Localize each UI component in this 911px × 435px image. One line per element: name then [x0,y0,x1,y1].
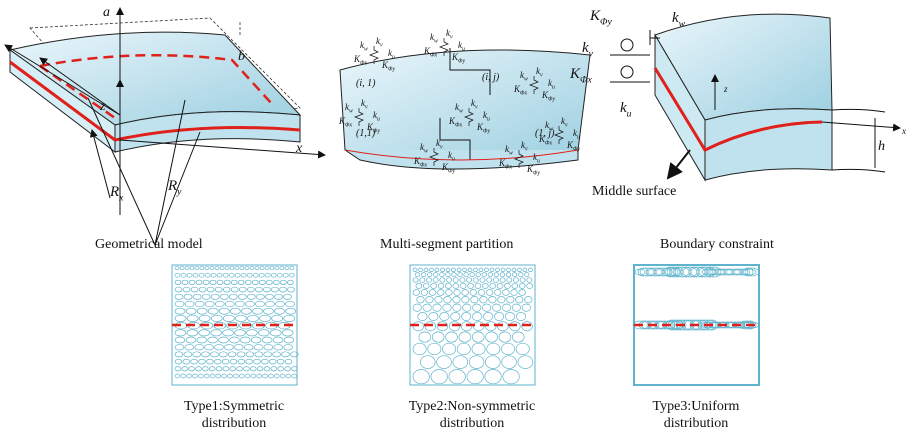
symbol-sub: Φy [600,17,612,28]
dist-caption: distribution [440,416,505,431]
symbol-sub: v [565,123,568,129]
figure: a b x z Geometrical model Multi-segment … [0,0,911,435]
shell-model [5,8,325,245]
symbol-sub: u [537,159,540,165]
symbol-sub: v [380,43,383,49]
symbol: kv [376,36,383,49]
symbol-sub: Φx [455,123,462,129]
symbol-sub: u [392,55,395,61]
dist-caption: Type3:Uniform [653,399,740,414]
symbol: KΦy [526,164,540,177]
label-a: a [103,5,110,20]
caption: Geometrical model [95,237,203,252]
symbol: kw [672,10,686,30]
symbol-sub: Φy [533,171,540,177]
symbol: kv [446,28,453,41]
label-b: b [238,49,245,64]
boundary-block [610,14,900,180]
symbol-sub: v [540,73,543,79]
symbol-sub: u [577,135,580,141]
symbol-sub: Φy [458,59,465,65]
middle-surface: Middle surface [592,184,676,199]
partition-plate [340,48,590,169]
symbol: KΦx [353,54,367,67]
symbol-sub: Φy [548,97,555,103]
symbol-sub: w [679,19,686,30]
symbol-sub: u [552,85,555,91]
label-x: x [295,141,303,156]
segment-label: (i, j) [482,72,500,83]
symbol-sub: w [549,127,553,133]
symbol-sub: v [525,147,528,153]
symbol-sub: w [459,109,463,115]
label-z: z [99,99,106,114]
symbol-sub: u [452,157,455,163]
symbol-sub: Φy [448,169,455,175]
symbol-sub: Φx [545,141,552,147]
symbol-sub: Φy [573,147,580,153]
symbol-base: R [167,178,177,194]
symbol-sub: Φx [360,61,367,67]
symbol-sub: u [627,109,632,120]
symbol-sub: u [462,47,465,53]
symbol: Rx [109,184,124,204]
dist-caption: Type1:Symmetric [184,399,284,414]
caption: Multi-segment partition [380,237,513,252]
symbol-sub: Φy [388,67,395,73]
symbol: ku [620,100,632,120]
symbol-sub: Φy [373,129,380,135]
dist-caption: distribution [202,416,267,431]
caption: Boundary constraint [660,237,774,252]
symbol-sub: Φy [483,129,490,135]
symbol-sub: v [589,49,594,60]
symbol: kw [430,32,438,45]
axis-z: z [723,84,728,94]
symbol-sub: Φx [520,91,527,97]
symbol-sub: v [440,145,443,151]
symbol-sub: x [118,193,124,204]
dist-caption: distribution [664,416,729,431]
thickness-h: h [878,139,885,154]
symbol-sub: w [424,149,428,155]
symbol-sub: Φx [420,163,427,169]
symbol-sub: Φx [430,53,437,59]
symbol: kw [360,40,368,53]
symbol-sub: v [365,105,368,111]
symbol: KΦy [589,8,612,28]
symbol-sub: u [487,117,490,123]
symbol-sub: v [475,105,478,111]
symbol-sub: w [364,47,368,53]
symbol-sub: w [434,39,438,45]
symbol-sub: v [450,35,453,41]
segment-label: (i, 1) [356,78,376,89]
dist-caption: Type2:Non-symmetric [409,399,536,414]
symbol-sub: y [176,187,182,198]
symbol-sub: w [349,109,353,115]
axis-x: x [901,126,906,136]
symbol-sub: Φx [580,75,592,86]
symbol-sub: w [524,77,528,83]
symbol-sub: Φx [345,123,352,129]
symbol-base: R [109,184,119,200]
symbol-sub: w [509,151,513,157]
symbol-sub: u [377,117,380,123]
symbol-sub: Φx [505,165,512,171]
